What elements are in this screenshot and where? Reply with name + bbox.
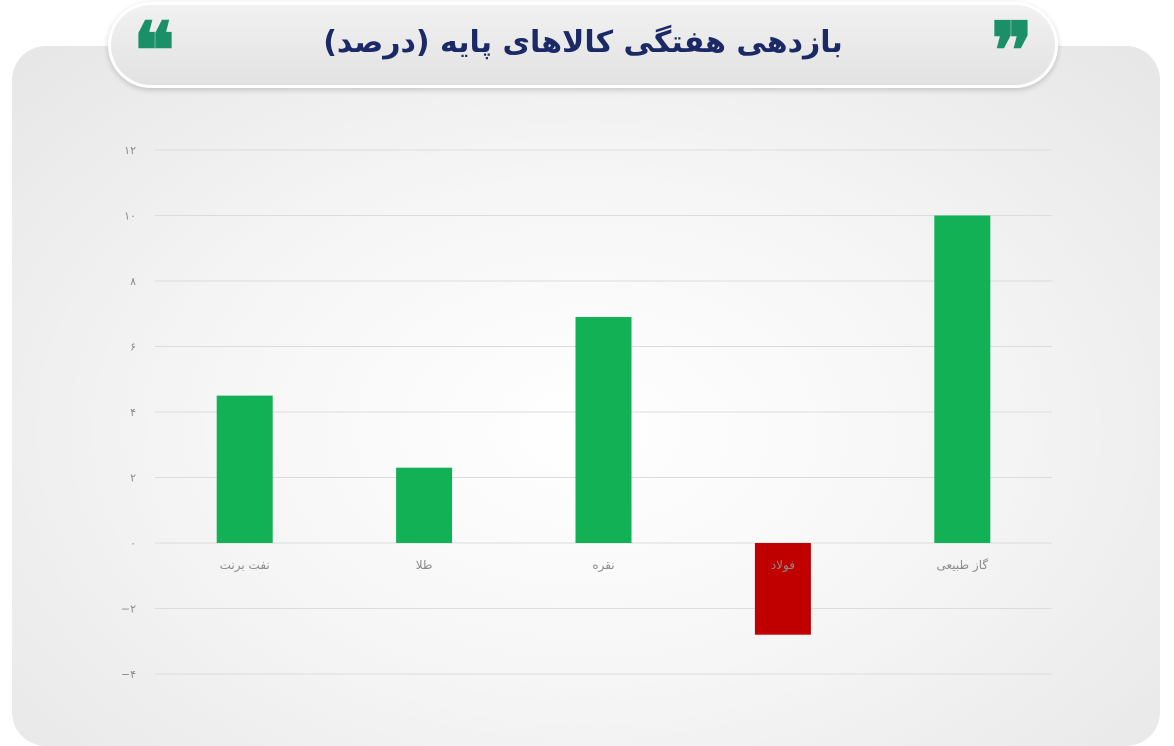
- title-banner: ❝ بازدهی هفتگی کالاهای پایه (درصد) ❞: [108, 2, 1058, 97]
- bar: [754, 543, 811, 635]
- bar: [396, 467, 453, 543]
- bars: [216, 215, 991, 635]
- y-tick-label: ۲: [130, 472, 136, 485]
- category-labels: نفت برنت طلا نقره فولاد گاز طبیعی: [220, 558, 989, 573]
- y-tick-label: −۲: [121, 603, 136, 616]
- category-label: فولاد: [771, 558, 795, 573]
- category-label: نفت برنت: [220, 558, 270, 573]
- y-tick-label: ۸: [130, 275, 136, 288]
- category-label: نقره: [592, 558, 614, 573]
- y-tick-label: −۴: [121, 668, 136, 681]
- bar-chart: ۱۲ ۱۰ ۸ ۶ ۴ ۲ ۰ −۲ −۴ نفت برنت طلا نقره فولاد گاز طب…: [121, 144, 1052, 681]
- y-axis-ticks: ۱۲ ۱۰ ۸ ۶ ۴ ۲ ۰ −۲ −۴: [121, 144, 136, 681]
- quote-close-icon: ❞: [991, 6, 1033, 97]
- y-tick-label: ۱۰: [124, 210, 136, 223]
- category-label: طلا: [416, 558, 433, 572]
- bar: [216, 395, 273, 543]
- category-label: گاز طبیعی: [937, 558, 989, 573]
- quote-open-icon: ❝: [133, 6, 175, 97]
- bar: [934, 215, 991, 543]
- y-tick-label: ۱۲: [124, 144, 136, 157]
- y-tick-label: ۰: [130, 537, 136, 550]
- chart-title: بازدهی هفتگی کالاهای پایه (درصد): [323, 25, 843, 60]
- y-tick-label: ۴: [130, 406, 136, 419]
- y-tick-label: ۶: [130, 341, 136, 354]
- bar: [575, 317, 632, 543]
